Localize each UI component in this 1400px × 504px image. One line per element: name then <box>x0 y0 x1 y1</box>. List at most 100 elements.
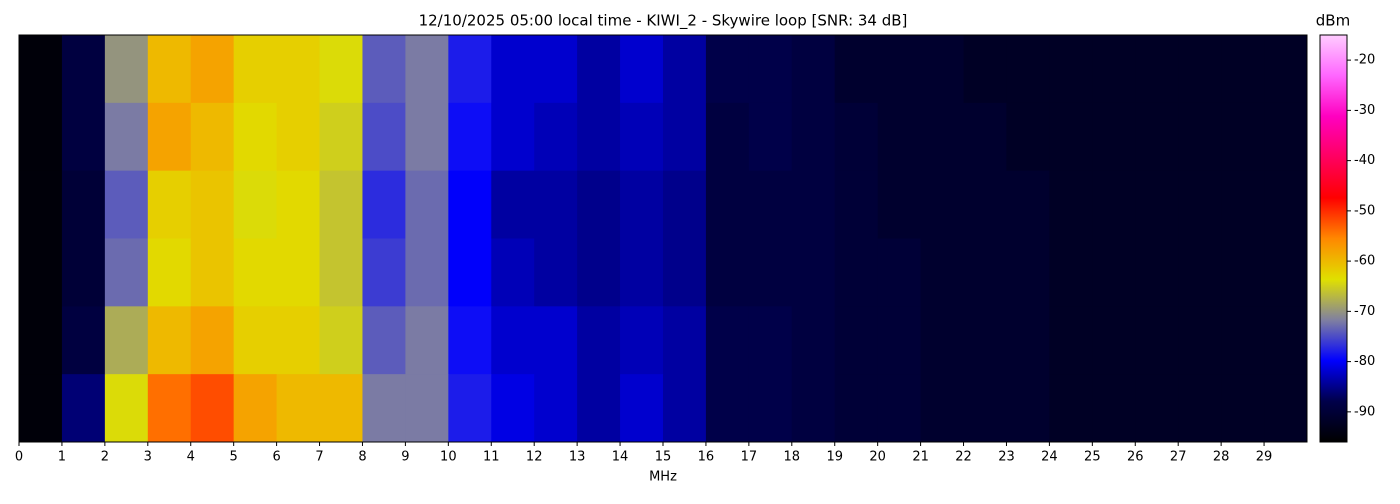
heatmap-cell <box>1092 374 1136 443</box>
heatmap-cell <box>405 306 449 375</box>
heatmap-cell <box>791 238 836 307</box>
heatmap-cell <box>534 238 578 307</box>
heatmap-cell <box>448 238 492 307</box>
heatmap-cell <box>1049 35 1093 104</box>
heatmap <box>19 35 1308 443</box>
x-tick-label: 10 <box>440 450 457 465</box>
x-tick-label: 26 <box>1127 450 1144 465</box>
heatmap-cell <box>1049 306 1093 375</box>
heatmap-cell <box>663 306 707 375</box>
heatmap-cell <box>1135 102 1179 172</box>
heatmap-cell <box>791 35 836 104</box>
colorbar <box>1319 34 1348 443</box>
heatmap-cell <box>791 374 836 443</box>
heatmap-cell <box>61 238 106 307</box>
heatmap-cell <box>834 102 879 172</box>
heatmap-cell <box>620 102 664 172</box>
x-axis-label: MHz <box>649 470 677 485</box>
heatmap-cell <box>405 102 449 172</box>
heatmap-cell <box>1135 306 1179 375</box>
heatmap-cell <box>663 238 707 307</box>
heatmap-cell <box>405 238 449 307</box>
heatmap-cell <box>190 102 235 172</box>
x-tick-label: 4 <box>187 450 195 465</box>
x-tick-label: 11 <box>483 450 500 465</box>
heatmap-cell <box>920 238 965 307</box>
heatmap-cell <box>1092 238 1136 307</box>
heatmap-cell <box>1049 238 1093 307</box>
heatmap-cell <box>190 306 235 375</box>
heatmap-cell <box>705 238 750 307</box>
heatmap-cell <box>1049 374 1093 443</box>
heatmap-cell <box>534 102 578 172</box>
heatmap-cell <box>233 35 278 104</box>
heatmap-cell <box>104 102 149 172</box>
heatmap-cell <box>147 35 192 104</box>
x-tick-label: 21 <box>912 450 929 465</box>
heatmap-cell <box>834 170 879 239</box>
heatmap-cell <box>61 374 106 443</box>
heatmap-cell <box>748 374 793 443</box>
heatmap-cell <box>1221 306 1265 375</box>
heatmap-cell <box>1135 170 1179 239</box>
heatmap-cell <box>1092 306 1136 375</box>
heatmap-cell <box>920 170 965 239</box>
colorbar-label: dBm <box>1316 12 1350 30</box>
heatmap-cell <box>963 102 1007 172</box>
heatmap-cell <box>190 170 235 239</box>
heatmap-cell <box>748 170 793 239</box>
x-tick-label: 18 <box>784 450 801 465</box>
heatmap-cell <box>362 35 406 104</box>
heatmap-cell <box>577 170 621 239</box>
x-tick-label: 17 <box>741 450 758 465</box>
heatmap-cell <box>920 35 965 104</box>
x-tick-label: 12 <box>526 450 543 465</box>
heatmap-cell <box>1264 102 1308 172</box>
heatmap-cell <box>1221 35 1265 104</box>
heatmap-cell <box>577 35 621 104</box>
heatmap-cell <box>577 374 621 443</box>
heatmap-cell <box>834 306 879 375</box>
heatmap-cell <box>104 238 149 307</box>
heatmap-cell <box>147 102 192 172</box>
heatmap-cell <box>577 306 621 375</box>
heatmap-cell <box>104 170 149 239</box>
heatmap-cell <box>491 306 535 375</box>
x-tick-label: 5 <box>230 450 238 465</box>
heatmap-cell <box>19 102 63 172</box>
heatmap-cell <box>19 35 63 104</box>
heatmap-cell <box>1221 374 1265 443</box>
heatmap-cell <box>705 102 750 172</box>
heatmap-cell <box>1264 170 1308 239</box>
heatmap-cell <box>491 170 535 239</box>
heatmap-cell <box>362 102 406 172</box>
heatmap-cell <box>1006 170 1050 239</box>
heatmap-cell <box>1264 238 1308 307</box>
x-tick-label: 7 <box>315 450 323 465</box>
heatmap-cell <box>748 102 793 172</box>
heatmap-cell <box>1092 102 1136 172</box>
heatmap-cell <box>1178 170 1222 239</box>
heatmap-cell <box>319 306 363 375</box>
heatmap-cell <box>405 374 449 443</box>
chart-title: 12/10/2025 05:00 local time - KIWI_2 - S… <box>419 12 908 31</box>
heatmap-cell <box>1264 306 1308 375</box>
x-tick-label: 3 <box>144 450 152 465</box>
heatmap-cell <box>577 102 621 172</box>
x-tick-label: 14 <box>612 450 629 465</box>
heatmap-cell <box>620 306 664 375</box>
x-tick-label: 0 <box>15 450 23 465</box>
heatmap-cell <box>319 35 363 104</box>
x-tick-label: 20 <box>869 450 886 465</box>
colorbar-tick-label: -30 <box>1354 103 1375 118</box>
heatmap-cell <box>791 170 836 239</box>
heatmap-cell <box>276 170 321 239</box>
colorbar-tick-label: -80 <box>1354 354 1375 369</box>
heatmap-cell <box>147 374 192 443</box>
heatmap-cell <box>1049 102 1093 172</box>
heatmap-cell <box>877 102 922 172</box>
heatmap-cell <box>448 170 492 239</box>
heatmap-cell <box>577 238 621 307</box>
x-tick-label: 19 <box>826 450 843 465</box>
